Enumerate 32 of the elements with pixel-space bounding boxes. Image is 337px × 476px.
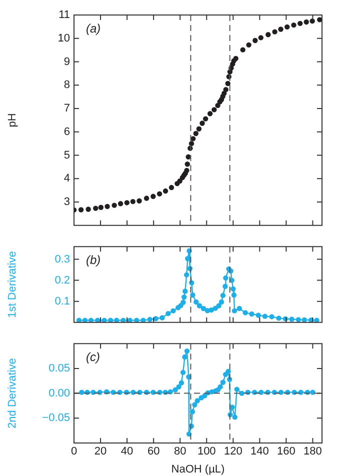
- annotation: (c): [86, 350, 100, 364]
- y-tick-label: 6: [64, 126, 70, 138]
- y-tick-label: 11: [58, 9, 70, 22]
- annotation: (a): [86, 21, 101, 36]
- x-tick-label: 0: [70, 446, 78, 458]
- x-tick-label: 20: [94, 446, 107, 458]
- y-tick-label: 4: [64, 172, 70, 185]
- y-tick-label: −0.05: [42, 412, 70, 424]
- y-tick-label: 5: [64, 149, 70, 162]
- y-tick-label: 0.1: [54, 295, 70, 308]
- y-tick-label: 0.3: [54, 253, 70, 266]
- y-tick-label: 0.05: [48, 362, 70, 374]
- x-axis-title: NaOH (µL): [171, 463, 225, 476]
- x-tick-label: 140: [250, 446, 269, 458]
- x-tick-label: 80: [174, 446, 186, 458]
- x-tick-label: 180: [304, 446, 322, 458]
- y-tick-label: 9: [64, 56, 70, 68]
- y-axis-title: pH: [6, 113, 19, 128]
- x-tick-label: 40: [120, 446, 134, 458]
- x-tick-label: 100: [197, 446, 216, 458]
- y-axis-title: 1st Derivative: [6, 251, 19, 318]
- y-tick-label: 0.00: [48, 387, 70, 400]
- y-axis-title: 2nd Derivative: [6, 358, 19, 428]
- x-tick-label: 120: [224, 446, 242, 458]
- y-tick-label: 3: [64, 196, 70, 208]
- y-tick-label: 10: [58, 32, 70, 44]
- y-tick-label: 7: [64, 102, 70, 115]
- y-tick-label: 0.2: [54, 274, 70, 286]
- y-tick-label: 8: [64, 79, 70, 92]
- annotation: (b): [86, 252, 101, 267]
- x-tick-label: 60: [147, 446, 160, 458]
- x-tick-label: 160: [277, 446, 296, 458]
